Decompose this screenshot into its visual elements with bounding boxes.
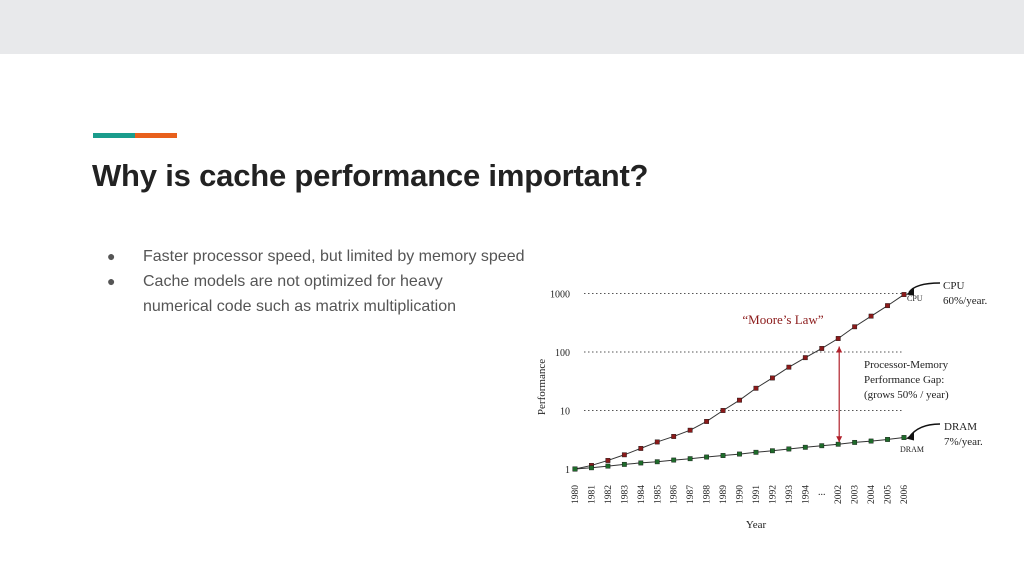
x-tick-label: 1985: [653, 485, 663, 504]
x-tick-label: 1989: [719, 485, 729, 504]
dram-data-point: [802, 444, 808, 450]
cpu-data-point: [852, 324, 858, 330]
gap-label-line3: (grows 50% / year): [864, 389, 949, 401]
dram-data-point: [605, 463, 611, 469]
y-tick-label: 1: [565, 465, 570, 476]
dram-data-point: [770, 448, 775, 454]
dram-data-point: [621, 461, 627, 467]
bullet-text: Faster processor speed, but limited by m…: [143, 248, 525, 265]
x-tick-label: 2004: [867, 485, 877, 504]
dram-series-line: [574, 437, 905, 470]
accent-orange: [135, 133, 177, 138]
cpu-series-line: [574, 294, 905, 470]
dram-rate-label: 7%/year.: [944, 436, 983, 448]
cpu-data-point: [737, 397, 742, 403]
x-tick-label: 1987: [686, 485, 696, 504]
x-tick-label: 1984: [637, 485, 647, 504]
gap-arrow-head-bottom: [836, 436, 843, 443]
gap-label-line2: Performance Gap:: [864, 374, 944, 386]
dram-data-point: [720, 453, 726, 458]
x-tick-label: 1991: [752, 485, 762, 504]
cpu-data-point: [901, 292, 907, 297]
cpu-data-point: [753, 385, 759, 391]
x-tick-label: 1981: [587, 485, 597, 504]
dram-label: DRAM: [944, 421, 977, 433]
dram-data-point: [885, 437, 890, 442]
cpu-pointer: [908, 282, 941, 293]
dram-data-point: [852, 439, 858, 445]
dram-data-point: [671, 457, 677, 463]
x-tick-label: 1980: [571, 485, 581, 504]
x-tick-label: 2006: [900, 485, 910, 504]
chart-title: “Moore’s Law”: [742, 312, 823, 327]
dram-data-point: [868, 438, 874, 444]
x-tick-label: ...: [818, 487, 826, 498]
dram-data-point: [819, 443, 825, 449]
cpu-data-point: [572, 466, 578, 472]
cpu-data-point: [621, 452, 627, 458]
cpu-data-point: [770, 375, 775, 381]
cpu-pointer-head: [906, 288, 914, 296]
bullet-symbol: ●: [107, 248, 116, 264]
x-tick-label: 1990: [736, 485, 746, 504]
y-tick-label: 10: [560, 407, 570, 418]
bullet-symbol: ●: [107, 273, 116, 289]
y-tick-label: 100: [555, 348, 570, 359]
cpu-data-point: [638, 445, 644, 451]
x-axis-title: Year: [746, 519, 767, 531]
dram-data-point: [638, 460, 644, 466]
dram-data-point: [704, 454, 710, 460]
y-axis-title: Performance: [536, 359, 548, 415]
bullet-text: Cache models are not optimized for heavy…: [143, 273, 457, 315]
cpu-data-point: [605, 458, 611, 463]
cpu-rate-label: 60%/year.: [943, 295, 988, 307]
bullet-item: ● Faster processor speed, but limited by…: [107, 244, 587, 269]
dram-data-point: [654, 459, 660, 465]
dram-data-point: [901, 435, 907, 440]
dram-data-point: [572, 466, 578, 472]
cpu-data-point: [704, 419, 710, 424]
cpu-data-point: [802, 355, 808, 361]
slide-title: Why is cache performance important?: [92, 158, 649, 193]
x-tick-label: 2005: [884, 485, 894, 504]
bullet-list: ● Faster processor speed, but limited by…: [107, 244, 587, 319]
cpu-data-point: [589, 463, 594, 468]
cpu-data-point: [654, 439, 660, 445]
accent-teal: [93, 133, 135, 138]
cpu-label: CPU: [943, 280, 964, 292]
x-tick-label: 1993: [785, 485, 795, 504]
cpu-data-point: [720, 408, 726, 413]
cpu-data-point: [868, 313, 874, 319]
dram-small-label: DRAM: [900, 445, 924, 454]
x-tick-label: 1982: [604, 485, 614, 504]
x-tick-label: 1988: [703, 485, 713, 504]
dram-data-point: [737, 451, 742, 457]
dram-data-point: [835, 441, 841, 447]
x-tick-label: 2003: [851, 485, 861, 504]
x-tick-label: 1992: [768, 485, 778, 504]
dram-pointer: [908, 423, 941, 438]
dram-data-point: [687, 456, 693, 462]
dram-data-point: [786, 446, 792, 452]
x-tick-label: 2002: [834, 485, 844, 504]
x-tick-label: 1983: [620, 485, 630, 504]
dram-data-point: [753, 449, 759, 455]
dram-data-point: [589, 465, 594, 471]
top-band: [0, 0, 1024, 54]
gap-label-line1: Processor-Memory: [864, 359, 949, 371]
cpu-data-point: [786, 364, 792, 370]
cpu-data-point: [819, 346, 825, 351]
cpu-data-point: [671, 434, 677, 439]
cpu-data-point: [835, 336, 841, 341]
cpu-small-label: CPU: [907, 294, 923, 303]
bullet-item: ● Cache models are not optimized for hea…: [107, 269, 513, 319]
cpu-data-point: [885, 303, 890, 309]
gap-arrow-head-top: [836, 346, 843, 353]
x-tick-label: 1994: [801, 485, 811, 504]
dram-pointer-head: [906, 432, 914, 441]
x-tick-label: 1986: [670, 485, 680, 504]
cpu-data-point: [687, 427, 693, 433]
